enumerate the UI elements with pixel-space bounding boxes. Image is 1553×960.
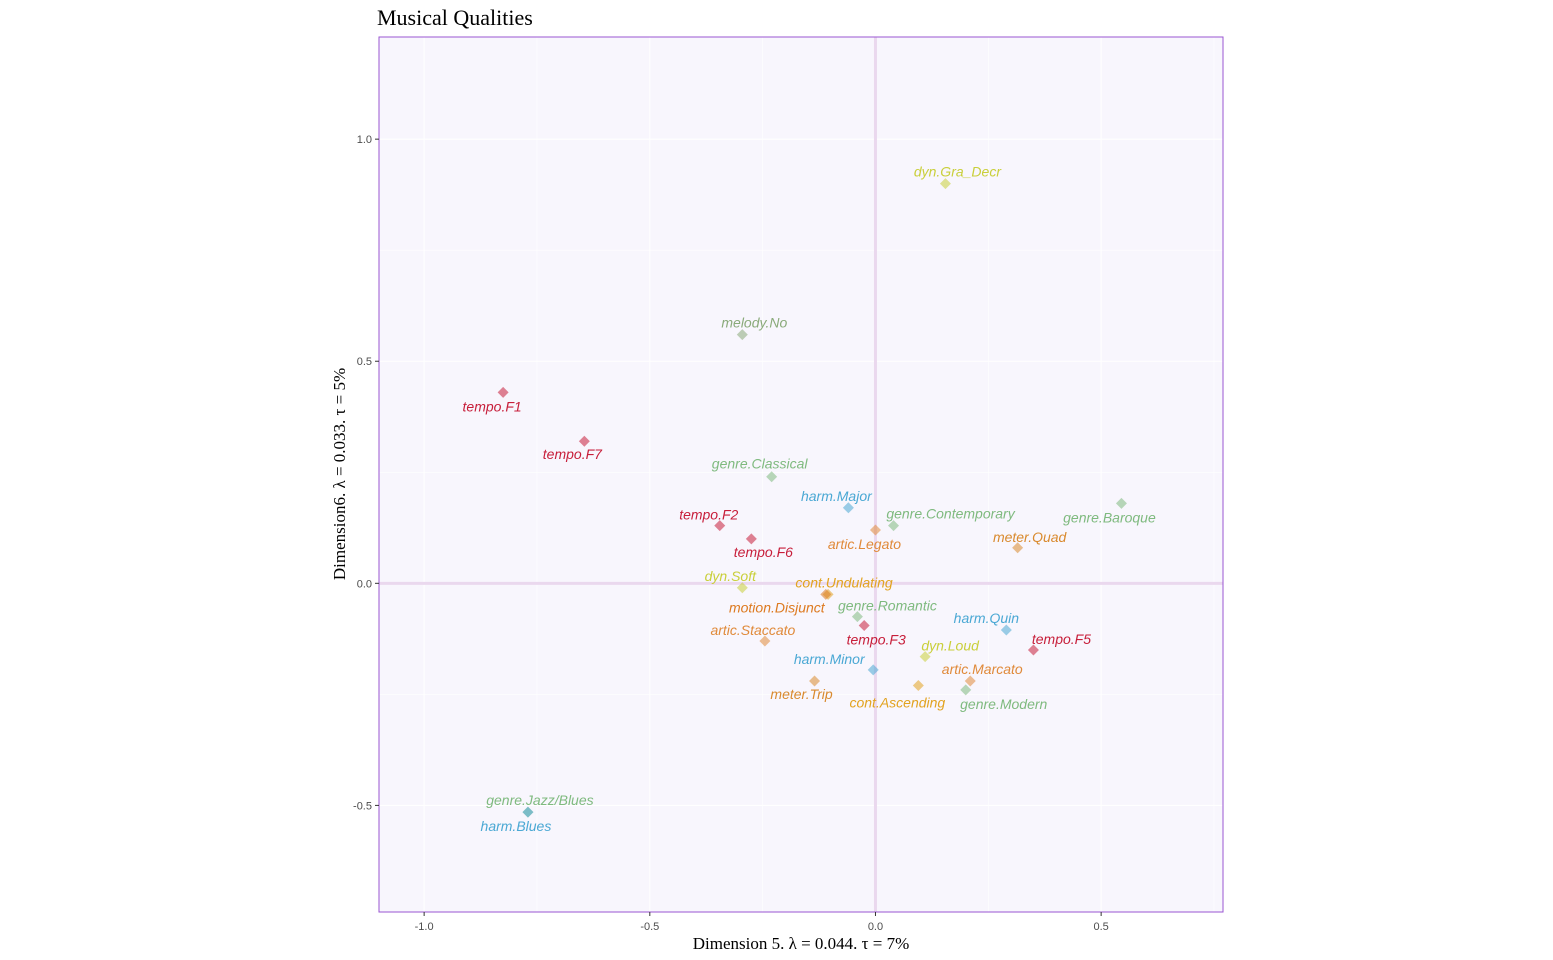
point-label: genre.Romantic bbox=[838, 598, 937, 614]
point-label: tempo.F2 bbox=[679, 507, 738, 523]
data-point-melody-no bbox=[736, 329, 748, 341]
data-point-genre-modern bbox=[960, 684, 972, 696]
point-label: genre.Modern bbox=[960, 696, 1047, 712]
plot-panel bbox=[379, 37, 1223, 912]
point-labels: dyn.Gra_Decr melody.No tempo.F1 tempo.F7 gen… bbox=[463, 164, 1156, 834]
data-point-tempo-f5 bbox=[1027, 644, 1039, 656]
point-label: meter.Quad bbox=[993, 529, 1068, 545]
y-tick-label: -0.5 bbox=[353, 800, 372, 812]
data-point-dyn-loud bbox=[919, 651, 931, 663]
data-point-artic-marcato bbox=[964, 675, 976, 687]
point-label: genre.Classical bbox=[712, 456, 809, 472]
data-point-genre-classical bbox=[766, 471, 778, 483]
chart-title: Musical Qualities bbox=[377, 5, 533, 30]
data-point-meter-quad bbox=[1012, 542, 1024, 554]
data-point-harm-blues bbox=[522, 806, 534, 818]
reference-lines bbox=[379, 37, 1223, 912]
y-tick-label: 0.0 bbox=[357, 578, 372, 590]
data-point-dyn-gra-decr bbox=[939, 178, 951, 190]
point-label: harm.Blues bbox=[481, 818, 552, 834]
data-point-tempo-f1 bbox=[497, 386, 509, 398]
data-point-tempo-f3 bbox=[858, 620, 870, 632]
data-point-genre-baroque bbox=[1115, 497, 1127, 509]
point-label: genre.Jazz/Blues bbox=[486, 792, 593, 808]
data-point-genre-romantic bbox=[851, 611, 863, 623]
point-label: tempo.F7 bbox=[543, 446, 603, 462]
point-label: tempo.F5 bbox=[1032, 631, 1091, 647]
point-label: dyn.Loud bbox=[921, 638, 980, 654]
x-tick-label: -1.0 bbox=[415, 921, 434, 933]
data-point-tempo-f6 bbox=[745, 533, 757, 545]
point-label: harm.Minor bbox=[794, 651, 866, 667]
point-label: cont.Undulating bbox=[795, 574, 893, 590]
y-axis-title: Dimension6. λ = 0.033. τ = 5% bbox=[330, 368, 349, 580]
x-tick-label: 0.5 bbox=[1093, 921, 1108, 933]
x-tick-label: -0.5 bbox=[640, 921, 659, 933]
data-point-tempo-f2 bbox=[714, 520, 726, 532]
y-axis-ticks: -0.5 0.0 0.5 1.0 bbox=[353, 134, 379, 812]
data-point-tempo-f7 bbox=[578, 435, 590, 447]
x-axis-title: Dimension 5. λ = 0.044. τ = 7% bbox=[693, 934, 910, 953]
point-label: artic.Legato bbox=[828, 536, 901, 552]
data-points bbox=[497, 178, 1127, 818]
data-point-genre-contemporary bbox=[888, 520, 900, 532]
data-point-motion-disjunct bbox=[820, 588, 832, 600]
plot-panel-border bbox=[378, 36, 1224, 913]
point-label: tempo.F3 bbox=[847, 632, 906, 648]
point-label: artic.Marcato bbox=[942, 661, 1023, 677]
data-point-harm-minor bbox=[867, 664, 879, 676]
data-point-meter-trip bbox=[809, 675, 821, 687]
point-label: genre.Contemporary bbox=[886, 506, 1015, 522]
point-label: tempo.F1 bbox=[463, 398, 522, 414]
point-label: dyn.Soft bbox=[705, 568, 757, 584]
x-tick-label: 0.0 bbox=[868, 921, 883, 933]
data-point-harm-quin bbox=[1000, 624, 1012, 636]
point-label: cont.Ascending bbox=[849, 694, 945, 710]
point-label: meter.Trip bbox=[770, 686, 832, 702]
point-label: harm.Quin bbox=[954, 610, 1020, 626]
data-point-cont-ascending bbox=[912, 679, 924, 691]
x-axis-ticks: -1.0 -0.5 0.0 0.5 bbox=[415, 912, 1109, 933]
point-label: harm.Major bbox=[801, 488, 873, 504]
point-label: genre.Baroque bbox=[1063, 509, 1156, 525]
data-point-artic-legato bbox=[869, 524, 881, 536]
point-label: melody.No bbox=[721, 315, 787, 331]
point-label: dyn.Gra_Decr bbox=[914, 164, 1002, 180]
data-point-dyn-soft bbox=[736, 582, 748, 594]
y-tick-label: 0.5 bbox=[357, 356, 372, 368]
data-point-harm-major bbox=[842, 502, 854, 514]
y-tick-label: 1.0 bbox=[357, 134, 372, 146]
point-label: tempo.F6 bbox=[734, 544, 793, 560]
point-label: artic.Staccato bbox=[710, 622, 795, 638]
point-label: motion.Disjunct bbox=[729, 599, 826, 615]
data-point-artic-staccato bbox=[759, 635, 771, 647]
